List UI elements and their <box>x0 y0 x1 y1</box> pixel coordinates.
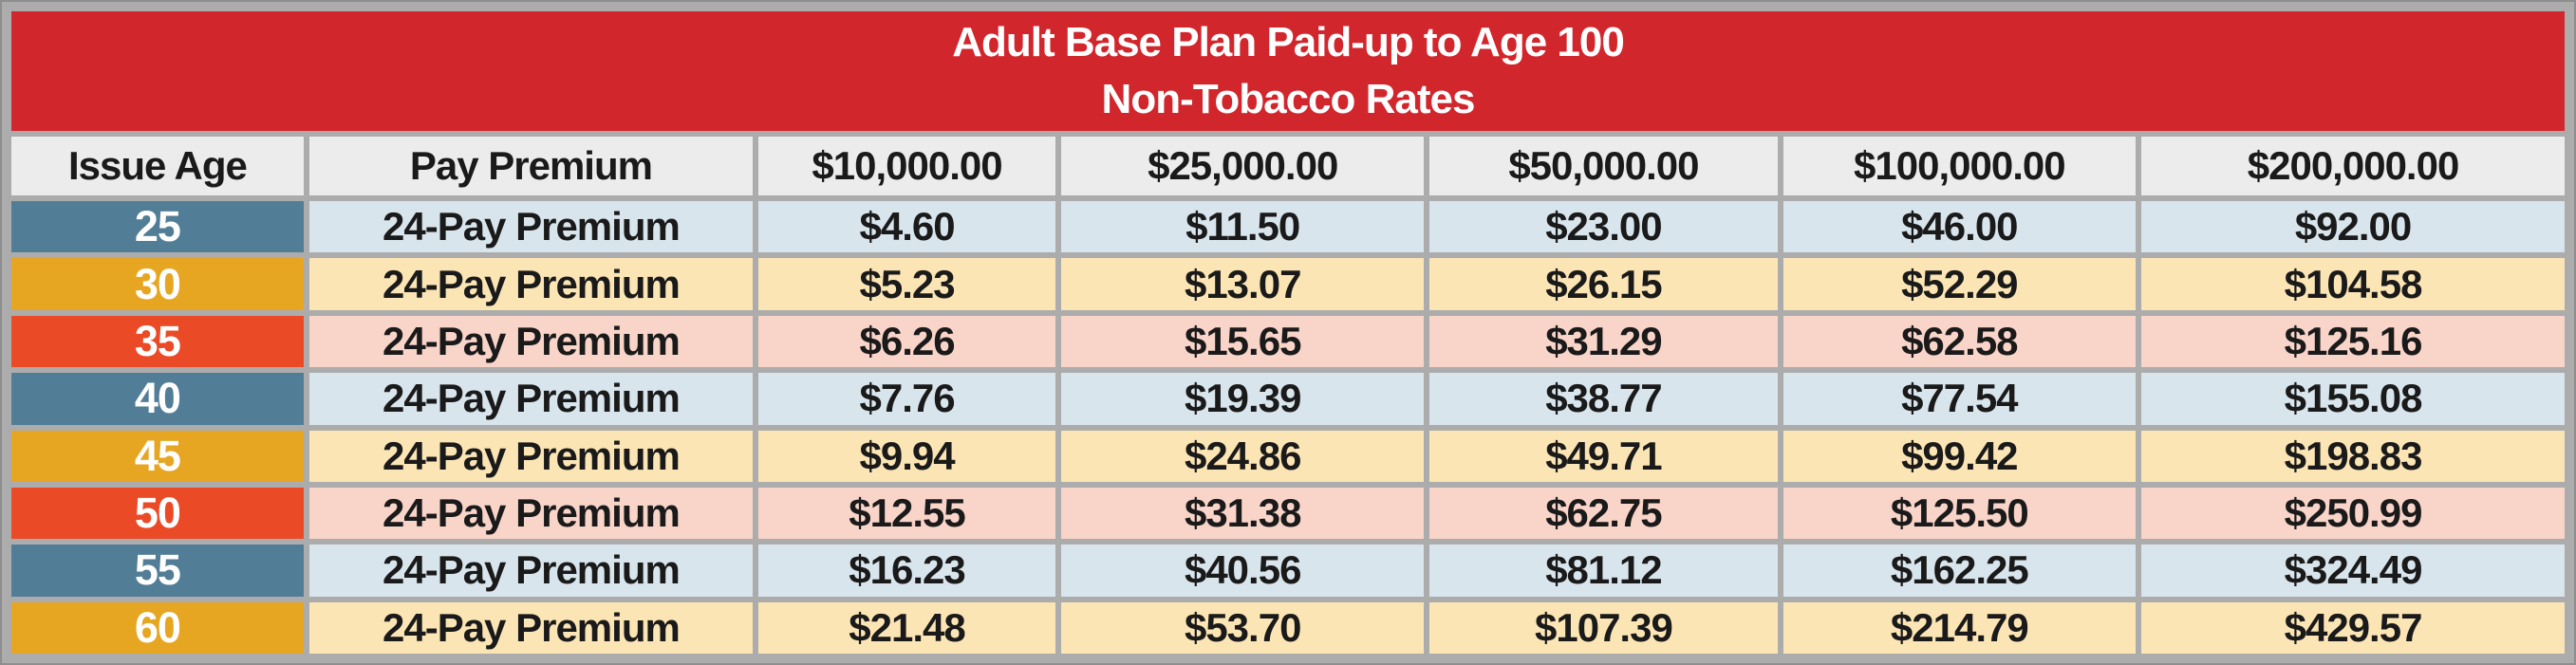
table-row-age-45: 45 24-Pay Premium $9.94 $24.86 $49.71 $9… <box>11 430 2565 482</box>
table-row-age-40: 40 24-Pay Premium $7.76 $19.39 $38.77 $7… <box>11 373 2565 425</box>
pay-premium-cell: 24-Pay Premium <box>308 487 753 540</box>
rate-cell: $125.16 <box>2141 315 2565 368</box>
col-header-pay-premium: Pay Premium <box>308 137 753 195</box>
rate-cell: $4.60 <box>757 201 1056 253</box>
issue-age-cell: 45 <box>11 430 304 482</box>
table-row-age-60: 60 24-Pay Premium $21.48 $53.70 $107.39 … <box>11 601 2565 654</box>
rate-cell: $13.07 <box>1061 258 1425 310</box>
table-row-age-30: 30 24-Pay Premium $5.23 $13.07 $26.15 $5… <box>11 258 2565 310</box>
col-header-amount-50000: $50,000.00 <box>1429 137 1778 195</box>
page-title: Adult Base Plan Paid-up to Age 100 <box>952 19 1625 65</box>
issue-age-cell: 50 <box>11 487 304 540</box>
rate-cell: $19.39 <box>1061 373 1425 425</box>
col-header-amount-100000: $100,000.00 <box>1783 137 2137 195</box>
pay-premium-cell: 24-Pay Premium <box>308 430 753 482</box>
rate-cell: $12.55 <box>757 487 1056 540</box>
pay-premium-cell: 24-Pay Premium <box>308 373 753 425</box>
rate-cell: $7.76 <box>757 373 1056 425</box>
page-subtitle: Non-Tobacco Rates <box>1101 76 1476 122</box>
rate-cell: $107.39 <box>1429 601 1778 654</box>
rate-cell: $53.70 <box>1061 601 1425 654</box>
table-row-age-25: 25 24-Pay Premium $4.60 $11.50 $23.00 $4… <box>11 201 2565 253</box>
pay-premium-cell: 24-Pay Premium <box>308 258 753 310</box>
rate-cell: $40.56 <box>1061 545 1425 597</box>
rate-cell: $5.23 <box>757 258 1056 310</box>
issue-age-cell: 55 <box>11 545 304 597</box>
rate-cell: $6.26 <box>757 315 1056 368</box>
issue-age-cell: 60 <box>11 601 304 654</box>
pay-premium-cell: 24-Pay Premium <box>308 545 753 597</box>
pay-premium-cell: 24-Pay Premium <box>308 601 753 654</box>
rate-cell: $9.94 <box>757 430 1056 482</box>
rate-cell: $46.00 <box>1783 201 2137 253</box>
rate-cell: $11.50 <box>1061 201 1425 253</box>
table-row-age-50: 50 24-Pay Premium $12.55 $31.38 $62.75 $… <box>11 487 2565 540</box>
rate-cell: $125.50 <box>1783 487 2137 540</box>
col-header-amount-25000: $25,000.00 <box>1061 137 1425 195</box>
rate-cell: $92.00 <box>2141 201 2565 253</box>
rate-cell: $26.15 <box>1429 258 1778 310</box>
pay-premium-cell: 24-Pay Premium <box>308 201 753 253</box>
rate-cell: $21.48 <box>757 601 1056 654</box>
rate-cell: $214.79 <box>1783 601 2137 654</box>
rate-cell: $38.77 <box>1429 373 1778 425</box>
rate-cell: $31.29 <box>1429 315 1778 368</box>
rate-cell: $15.65 <box>1061 315 1425 368</box>
rate-cell: $16.23 <box>757 545 1056 597</box>
title-banner-row: Adult Base Plan Paid-up to Age 100 Non-T… <box>11 11 2565 131</box>
rate-cell: $104.58 <box>2141 258 2565 310</box>
title-banner: Adult Base Plan Paid-up to Age 100 Non-T… <box>11 11 2565 131</box>
table-row-age-35: 35 24-Pay Premium $6.26 $15.65 $31.29 $6… <box>11 315 2565 368</box>
rate-cell: $99.42 <box>1783 430 2137 482</box>
rate-cell: $162.25 <box>1783 545 2137 597</box>
issue-age-cell: 30 <box>11 258 304 310</box>
rate-cell: $250.99 <box>2141 487 2565 540</box>
rate-cell: $62.75 <box>1429 487 1778 540</box>
pay-premium-cell: 24-Pay Premium <box>308 315 753 368</box>
col-header-amount-10000: $10,000.00 <box>757 137 1056 195</box>
rate-cell: $31.38 <box>1061 487 1425 540</box>
col-header-issue-age: Issue Age <box>11 137 304 195</box>
issue-age-cell: 35 <box>11 315 304 368</box>
rate-table: Adult Base Plan Paid-up to Age 100 Non-T… <box>6 6 2570 659</box>
rate-cell: $77.54 <box>1783 373 2137 425</box>
rate-cell: $49.71 <box>1429 430 1778 482</box>
column-header-row: Issue Age Pay Premium $10,000.00 $25,000… <box>11 137 2565 195</box>
rate-cell: $324.49 <box>2141 545 2565 597</box>
issue-age-cell: 25 <box>11 201 304 253</box>
rate-cell: $23.00 <box>1429 201 1778 253</box>
col-header-amount-200000: $200,000.00 <box>2141 137 2565 195</box>
rate-cell: $24.86 <box>1061 430 1425 482</box>
rate-cell: $429.57 <box>2141 601 2565 654</box>
rate-cell: $155.08 <box>2141 373 2565 425</box>
issue-age-cell: 40 <box>11 373 304 425</box>
rate-cell: $62.58 <box>1783 315 2137 368</box>
rate-cell: $52.29 <box>1783 258 2137 310</box>
rate-cell: $81.12 <box>1429 545 1778 597</box>
table-row-age-55: 55 24-Pay Premium $16.23 $40.56 $81.12 $… <box>11 545 2565 597</box>
rate-cell: $198.83 <box>2141 430 2565 482</box>
